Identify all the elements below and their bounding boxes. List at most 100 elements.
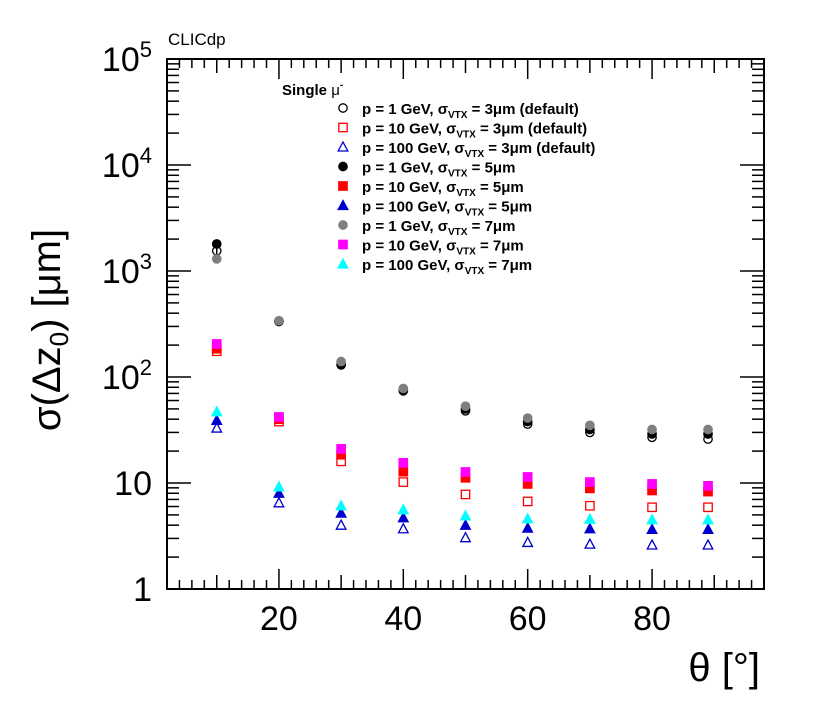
legend-header: Single μ- — [282, 80, 343, 99]
legend-marker — [337, 199, 349, 211]
legend-marker — [337, 257, 349, 269]
legend-label-subscript: VTX — [448, 110, 468, 121]
legend-marker — [337, 140, 349, 152]
legend-label: p = 1 GeV, σVTX = 3μm (default) — [362, 101, 579, 121]
legend-label: p = 1 GeV, σVTX = 5μm — [362, 160, 515, 180]
data-point — [583, 512, 596, 524]
legend-label: p = 10 GeV, σVTX = 5μm — [362, 179, 524, 199]
legend-label-resolution: = 5μm — [476, 179, 524, 196]
data-point — [459, 531, 472, 543]
data-point — [647, 424, 657, 435]
data-point — [398, 477, 409, 487]
data-point — [522, 496, 533, 507]
legend-label-resolution: = 5μm — [467, 160, 515, 177]
legend-label-momentum: p = 100 GeV, σ — [362, 257, 465, 274]
data-point — [335, 506, 348, 518]
data-point — [398, 466, 409, 477]
data-points — [210, 239, 714, 550]
data-point — [335, 518, 348, 530]
legend-marker — [338, 220, 348, 230]
legend-label-resolution: = 7μm — [484, 257, 532, 274]
data-point — [583, 537, 596, 549]
legend-label: p = 100 GeV, σVTX = 7μm — [362, 257, 532, 277]
y-tick-exponent: 4 — [140, 143, 152, 168]
y-tick-label: 105 — [102, 37, 152, 79]
x-tick-label: 60 — [509, 600, 547, 638]
data-point — [211, 254, 222, 264]
y-axis-label-subscript: 0 — [44, 332, 74, 346]
legend-label-resolution: = 7μm — [467, 218, 515, 235]
data-point — [521, 521, 534, 533]
y-tick-label: 102 — [102, 355, 152, 397]
x-tick-label: 20 — [260, 600, 298, 638]
data-point — [397, 522, 410, 534]
legend-header-particle: μ — [331, 82, 340, 99]
data-point — [460, 467, 471, 477]
data-point — [585, 500, 595, 511]
legend-label-resolution: = 3μm (default) — [467, 101, 578, 118]
legend-marker — [338, 122, 348, 133]
data-point — [336, 443, 346, 454]
legend-label-resolution: = 3μm (default) — [476, 121, 587, 138]
legend-label: p = 100 GeV, σVTX = 3μm (default) — [362, 140, 595, 160]
data-point — [521, 512, 534, 524]
data-point — [210, 413, 223, 425]
data-point — [210, 421, 223, 433]
data-point — [211, 339, 222, 349]
legend-label: p = 10 GeV, σVTX = 7μm — [362, 238, 524, 258]
legend-label-momentum: p = 1 GeV, σ — [362, 101, 448, 118]
legend-label-momentum: p = 10 GeV, σ — [362, 238, 456, 255]
legend-label-subscript: VTX — [465, 149, 485, 160]
data-point — [703, 424, 713, 435]
legend-label-momentum: p = 100 GeV, σ — [362, 140, 465, 157]
data-point — [274, 412, 284, 422]
data-point — [273, 480, 285, 492]
legend: Single μ-p = 1 GeV, σVTX = 3μm (default)… — [282, 80, 595, 277]
legend-label-momentum: p = 1 GeV, σ — [362, 160, 448, 177]
clicdp-tag: CLICdp — [168, 30, 226, 49]
legend-label-momentum: p = 100 GeV, σ — [362, 199, 465, 216]
data-point — [522, 472, 533, 482]
legend-label-subscript: VTX — [448, 169, 468, 180]
legend-label-subscript: VTX — [456, 247, 476, 258]
legend-label: p = 1 GeV, σVTX = 7μm — [362, 218, 515, 238]
legend-marker — [338, 181, 348, 191]
y-tick-exponent: 3 — [140, 249, 152, 274]
data-point — [398, 383, 409, 394]
data-point — [521, 536, 534, 548]
data-point — [585, 477, 595, 487]
y-tick-base: 10 — [102, 253, 140, 291]
data-point — [647, 479, 657, 489]
data-point — [273, 486, 285, 498]
data-point — [702, 513, 714, 525]
data-point — [702, 523, 714, 535]
y-tick-label: 1 — [133, 571, 152, 609]
legend-label-subscript: VTX — [465, 208, 485, 219]
y-tick-label: 10 — [114, 465, 152, 503]
legend-label: p = 100 GeV, σVTX = 5μm — [362, 199, 532, 219]
legend-label-subscript: VTX — [456, 188, 476, 199]
legend-label-resolution: = 7μm — [476, 238, 524, 255]
y-axis-label-suffix: ) [μm] — [25, 229, 69, 332]
legend-label-subscript: VTX — [456, 130, 476, 141]
legend-header-charge: - — [340, 80, 343, 91]
y-tick-exponent: 2 — [140, 355, 152, 380]
data-point — [211, 239, 222, 249]
y-tick-exponent: 5 — [140, 37, 152, 62]
legend-marker — [338, 239, 348, 250]
data-point — [460, 401, 471, 412]
data-point — [583, 522, 596, 534]
legend-label-resolution: = 5μm — [484, 199, 532, 216]
data-point — [646, 513, 658, 525]
data-point — [335, 499, 348, 511]
data-point — [703, 480, 713, 491]
y-tick-base: 10 — [102, 147, 140, 185]
data-point — [397, 503, 410, 515]
x-tick-label: 80 — [633, 600, 671, 638]
y-axis-label: σ(Δz0) [μm] — [25, 229, 74, 431]
data-point — [585, 420, 595, 431]
data-point — [703, 502, 713, 513]
